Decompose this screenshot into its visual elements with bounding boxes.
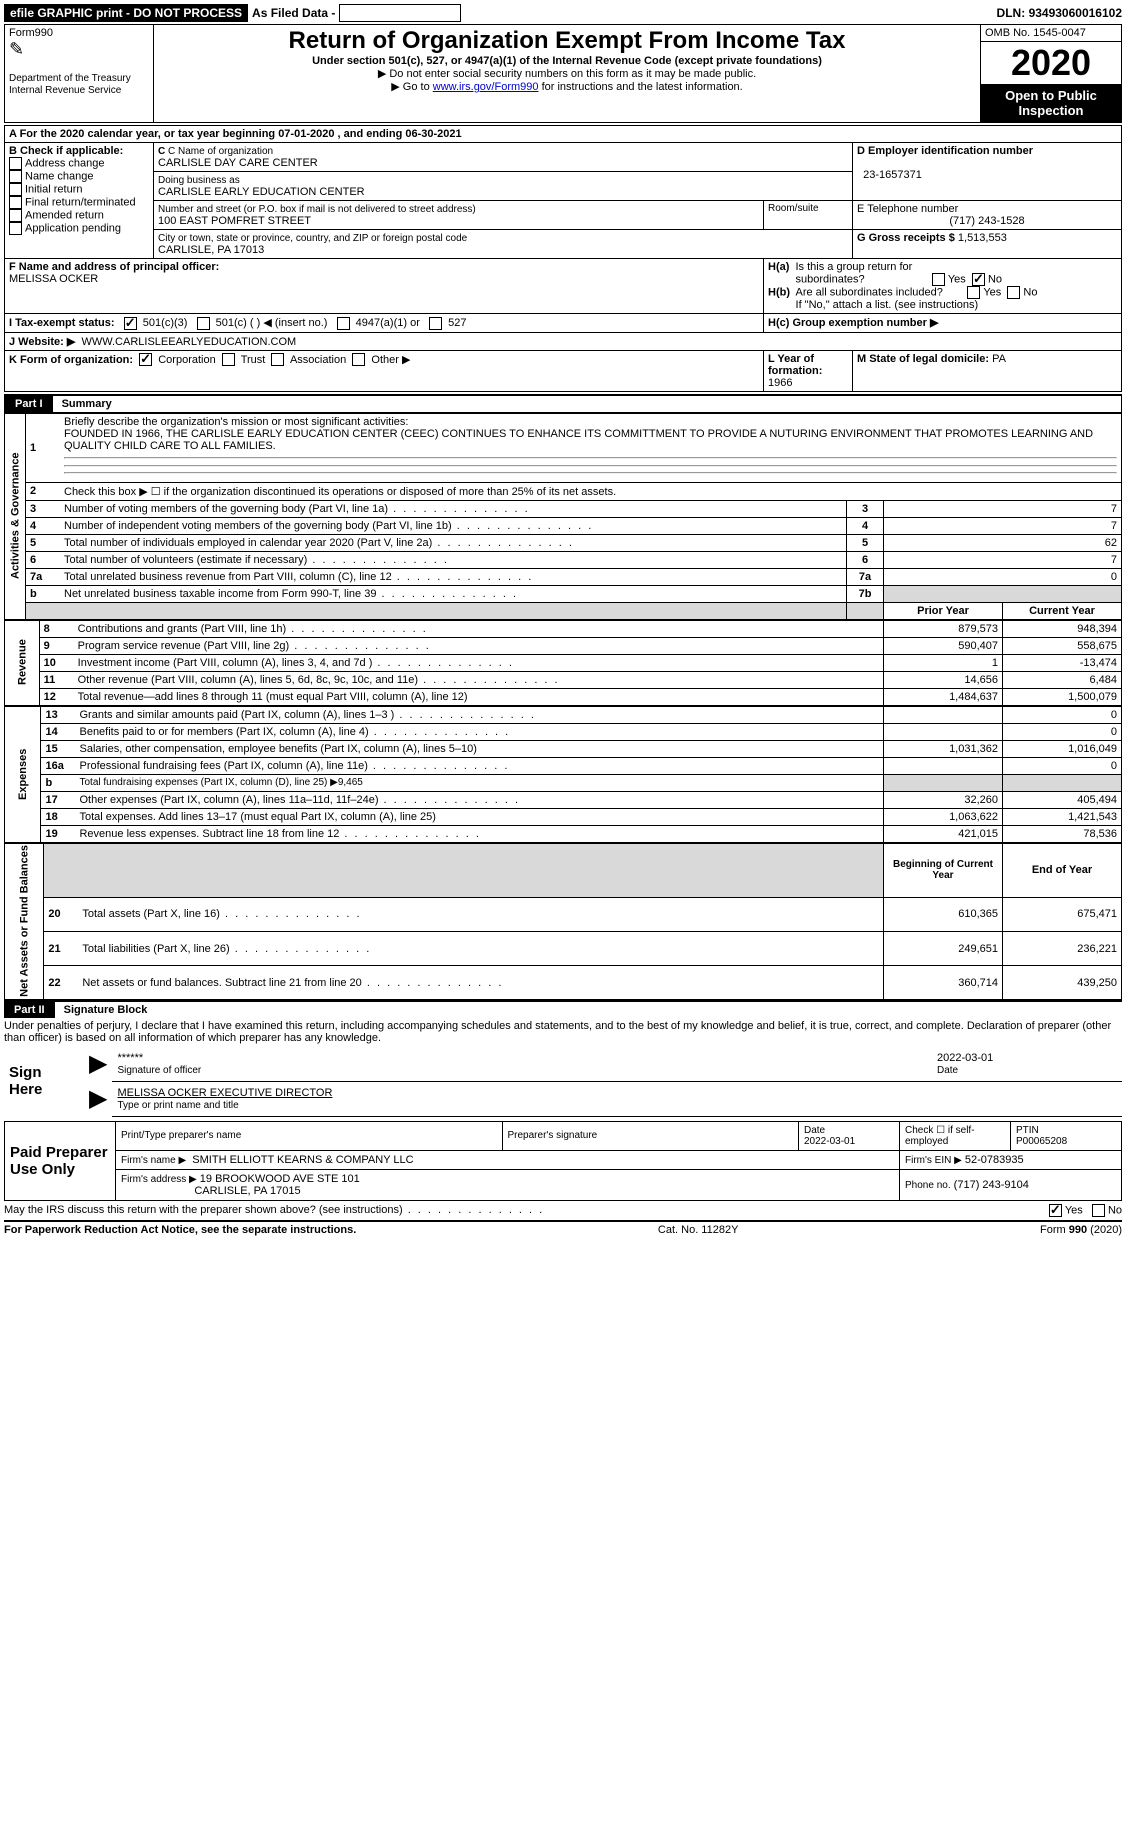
box-E: E Telephone number (717) 243-1528 — [853, 201, 1122, 230]
efile-label: efile GRAPHIC print - DO NOT PROCESS — [4, 4, 248, 22]
vert-rev: Revenue — [5, 620, 40, 705]
box-street: Number and street (or P.O. box if mail i… — [154, 201, 764, 230]
vert-na: Net Assets or Fund Balances — [5, 843, 44, 1000]
vert-ag: Activities & Governance — [5, 413, 26, 619]
asfiled-label: As Filed Data - — [252, 6, 335, 20]
box-I: I Tax-exempt status: 501(c)(3) 501(c) ( … — [5, 314, 764, 333]
box-dba: Doing business as CARLISLE EARLY EDUCATI… — [154, 172, 853, 201]
summary-table: Activities & Governance 1 Briefly descri… — [4, 413, 1122, 620]
footer-row: For Paperwork Reduction Act Notice, see … — [4, 1222, 1122, 1238]
sign-here: Sign Here — [4, 1046, 84, 1116]
asfiled-blank — [339, 4, 461, 22]
box-D: D Employer identification number 23-1657… — [853, 143, 1122, 201]
box-C-name: C C Name of organization CARLISLE DAY CA… — [154, 143, 853, 172]
box-city: City or town, state or province, country… — [154, 230, 853, 259]
part2-header: Part II Signature Block — [4, 1000, 1122, 1018]
penalties-text: Under penalties of perjury, I declare th… — [4, 1018, 1122, 1046]
dln: DLN: 93493060016102 — [997, 6, 1122, 20]
box-M: M State of legal domicile: PA — [853, 350, 1122, 391]
header-table: Form990 ✎ Department of the Treasury Int… — [4, 24, 1122, 123]
paid-prep: Paid Preparer Use Only — [5, 1121, 116, 1200]
vert-exp: Expenses — [5, 706, 41, 842]
form-title: Return of Organization Exempt From Incom… — [158, 27, 976, 55]
top-bar: efile GRAPHIC print - DO NOT PROCESS As … — [4, 4, 1122, 22]
form-cell: Form990 ✎ Department of the Treasury Int… — [5, 25, 154, 123]
box-K: K Form of organization: Corporation Trus… — [5, 350, 764, 391]
line-A: A For the 2020 calendar year, or tax yea… — [5, 126, 1122, 143]
entity-table: A For the 2020 calendar year, or tax yea… — [4, 125, 1122, 392]
year-cell: OMB No. 1545-0047 2020 Open to Public In… — [981, 25, 1122, 123]
sign-table: Sign Here ▶ ****** Signature of officer … — [4, 1046, 1122, 1117]
box-B: B Check if applicable: Address change Na… — [5, 143, 154, 259]
discuss-row: May the IRS discuss this return with the… — [4, 1201, 1122, 1222]
form-subtitle: Under section 501(c), 527, or 4947(a)(1)… — [158, 55, 976, 67]
irs-link[interactable]: www.irs.gov/Form990 — [433, 81, 539, 93]
box-J: J Website: ▶ WWW.CARLISLEEARLYEDUCATION.… — [5, 332, 1122, 350]
box-F: F Name and address of principal officer:… — [5, 259, 764, 314]
box-room: Room/suite — [764, 201, 853, 230]
box-Ha: H(a) Is this a group return for subordin… — [764, 259, 1122, 314]
box-Hc: H(c) Group exemption number ▶ — [764, 314, 1122, 333]
expense-table: Expenses 13Grants and similar amounts pa… — [4, 706, 1122, 843]
part1-header: Part I Summary — [4, 394, 1122, 413]
title-cell: Return of Organization Exempt From Incom… — [154, 25, 981, 123]
netassets-table: Net Assets or Fund Balances Beginning of… — [4, 843, 1122, 1001]
revenue-table: Revenue 8Contributions and grants (Part … — [4, 620, 1122, 706]
box-G: G Gross receipts $ 1,513,553 — [853, 230, 1122, 259]
box-L: L Year of formation: 1966 — [764, 350, 853, 391]
paid-table: Paid Preparer Use Only Print/Type prepar… — [4, 1121, 1122, 1201]
